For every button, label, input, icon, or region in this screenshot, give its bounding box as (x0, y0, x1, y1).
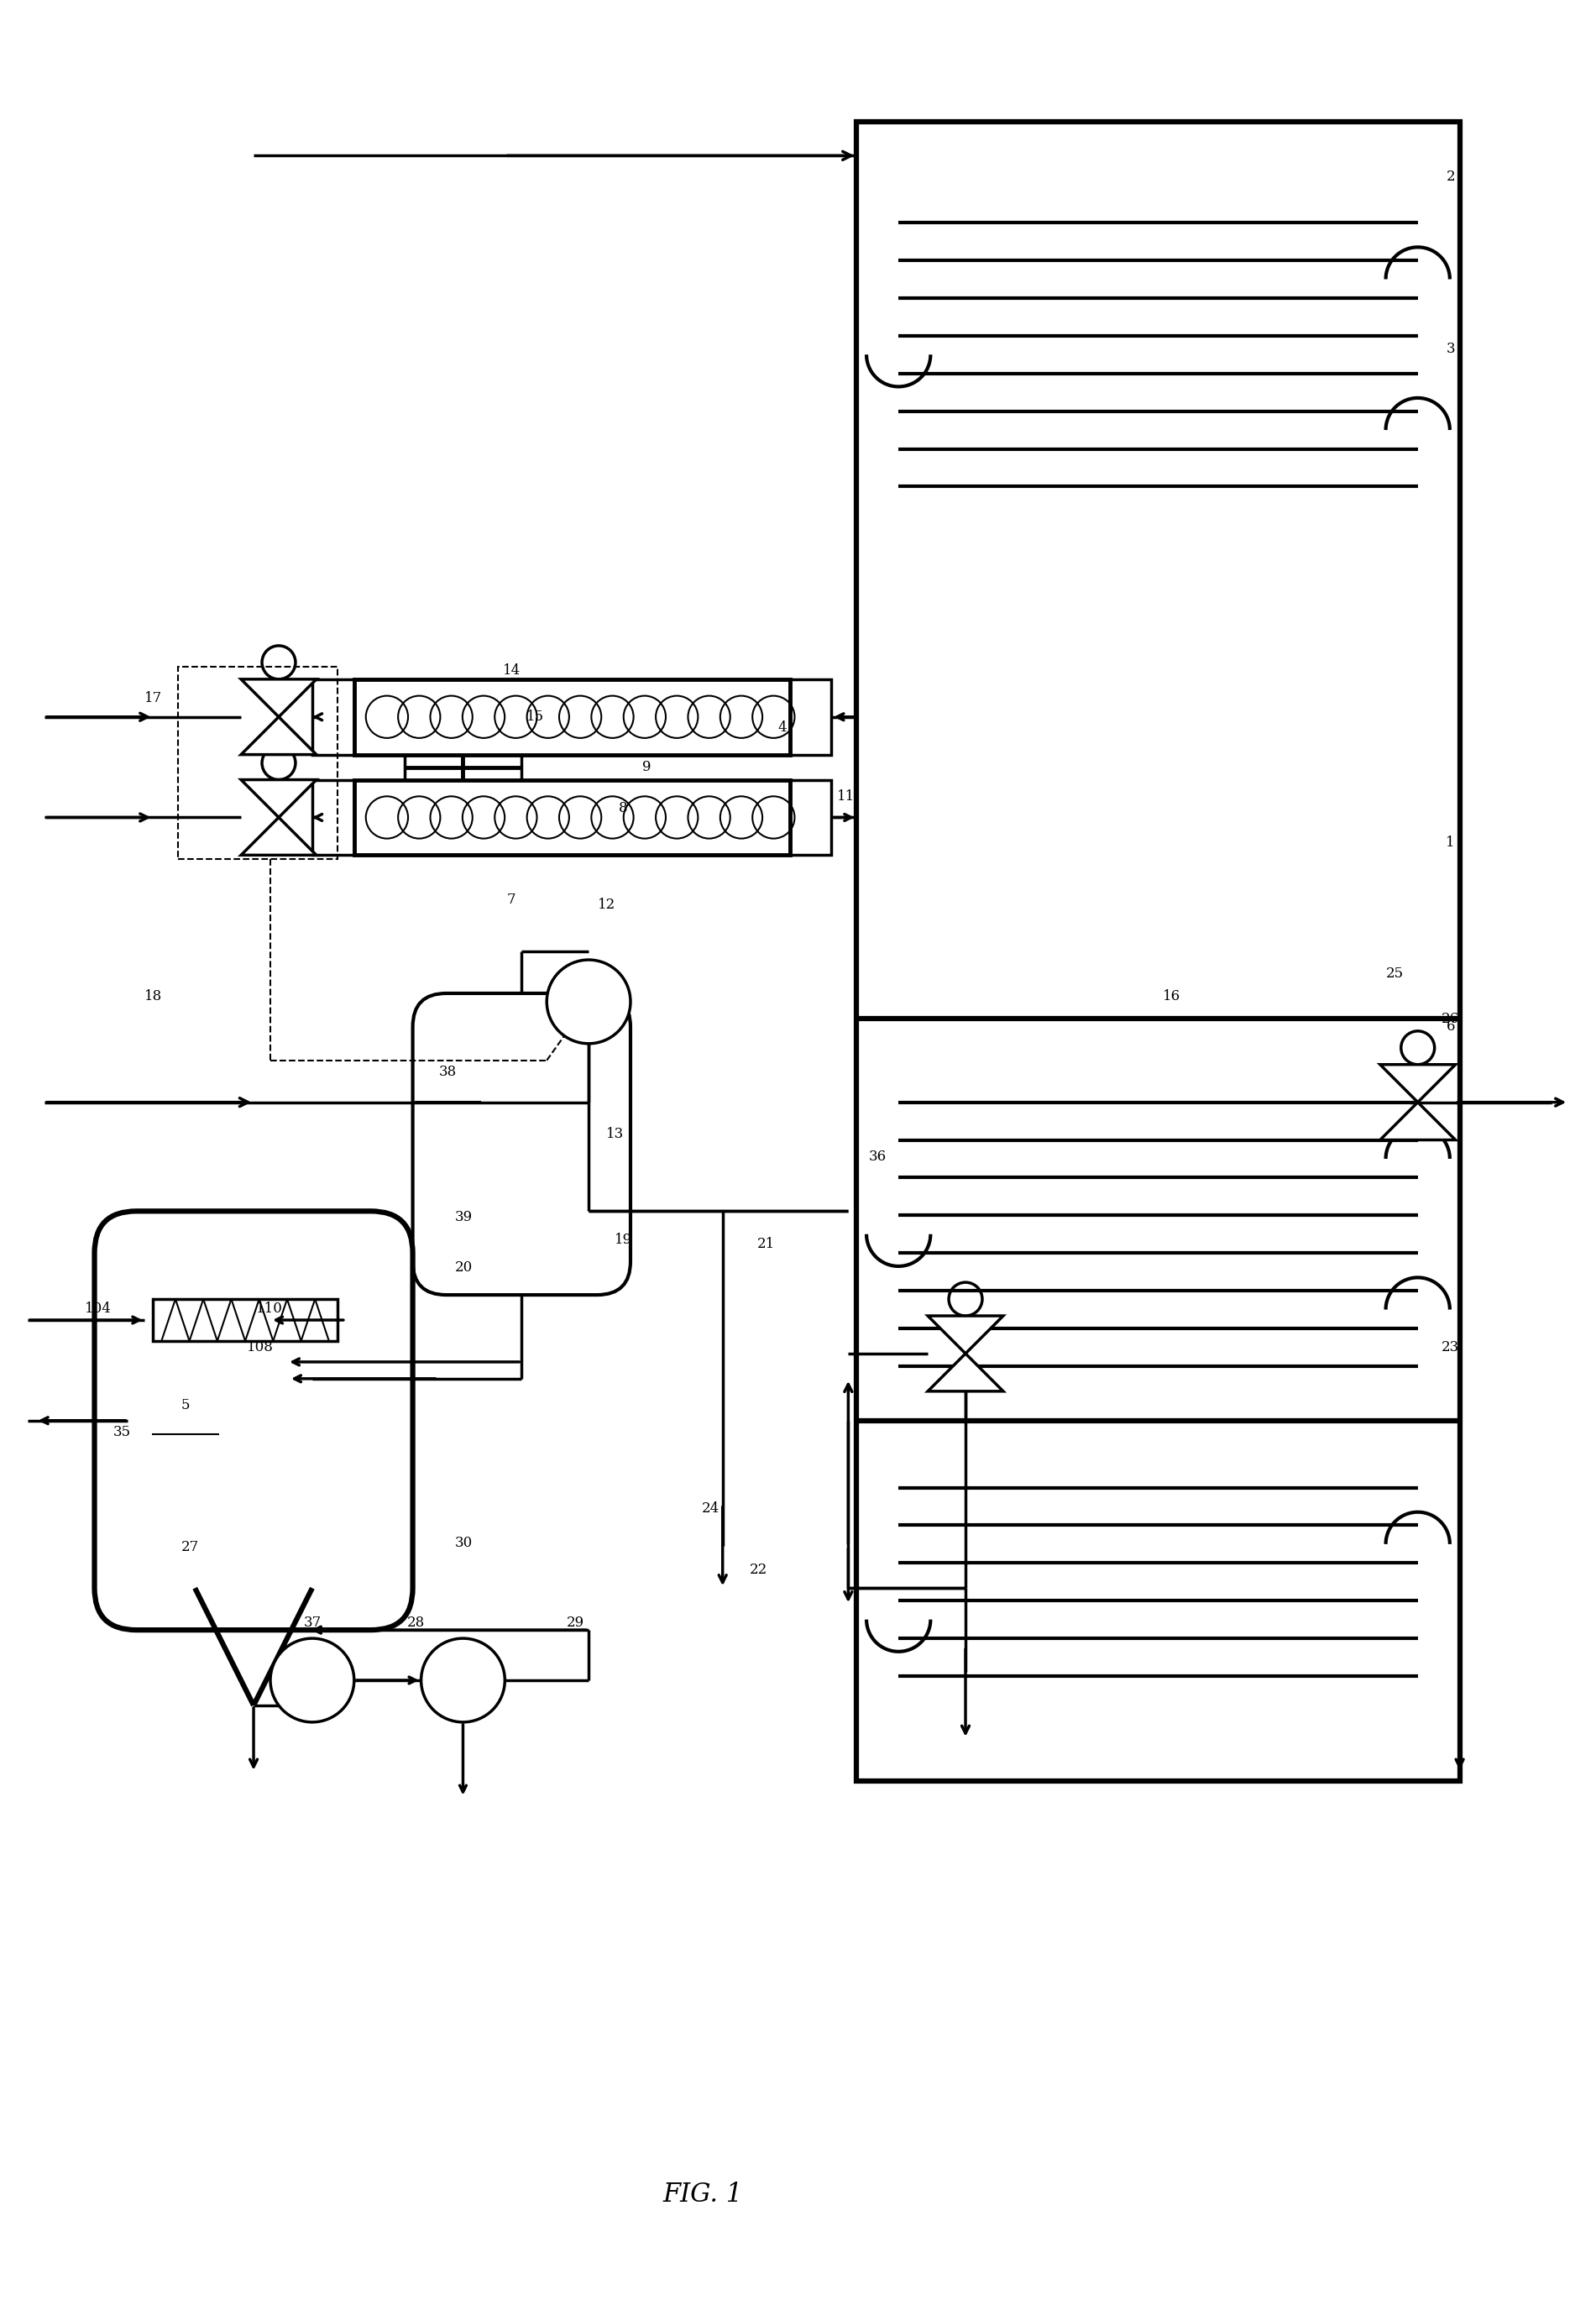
Circle shape (421, 1639, 504, 1722)
Bar (857, 122, 1460, 1782)
Text: 21: 21 (757, 1238, 776, 1252)
Text: 27: 27 (182, 1540, 200, 1554)
Text: 11: 11 (836, 791, 855, 804)
Text: 1: 1 (1446, 834, 1456, 851)
Bar (313, 680, 354, 754)
Text: 20: 20 (455, 1261, 472, 1275)
Text: 26: 26 (1441, 1012, 1459, 1026)
Bar (179, 666, 337, 860)
Circle shape (547, 959, 630, 1044)
Text: 30: 30 (455, 1535, 472, 1549)
Text: 35: 35 (113, 1424, 131, 1441)
Text: 17: 17 (145, 692, 163, 705)
Text: 19: 19 (614, 1233, 632, 1247)
Text: 18: 18 (145, 989, 163, 1003)
Polygon shape (1381, 1102, 1456, 1141)
Text: 5: 5 (180, 1397, 190, 1413)
Text: 24: 24 (702, 1501, 720, 1514)
Circle shape (262, 747, 295, 779)
Bar (354, 680, 790, 754)
Text: 13: 13 (606, 1127, 624, 1141)
Text: 36: 36 (868, 1150, 886, 1164)
Polygon shape (1381, 1065, 1456, 1102)
Text: 16: 16 (1163, 989, 1181, 1003)
Text: 4: 4 (777, 721, 787, 735)
Text: 23: 23 (1441, 1342, 1459, 1355)
Text: 7: 7 (508, 892, 516, 908)
Bar (790, 779, 832, 855)
Text: 25: 25 (1385, 966, 1403, 980)
Text: 110: 110 (257, 1302, 282, 1316)
Text: 39: 39 (455, 1210, 472, 1224)
Polygon shape (241, 717, 316, 754)
Circle shape (270, 1639, 354, 1722)
Text: 29: 29 (567, 1616, 584, 1630)
Text: 22: 22 (749, 1563, 768, 1577)
Bar (313, 779, 354, 855)
Text: 2: 2 (1446, 171, 1456, 184)
Polygon shape (927, 1316, 1004, 1353)
Text: 108: 108 (247, 1342, 273, 1355)
Circle shape (1401, 1030, 1435, 1065)
Bar (354, 779, 790, 855)
Text: 15: 15 (527, 710, 544, 724)
Circle shape (262, 645, 295, 680)
Text: 37: 37 (303, 1616, 321, 1630)
Text: 8: 8 (619, 802, 627, 816)
Text: 104: 104 (85, 1302, 112, 1316)
Bar (153, 1300, 337, 1342)
Circle shape (948, 1282, 982, 1316)
Text: 9: 9 (643, 761, 651, 774)
Text: 3: 3 (1446, 341, 1456, 357)
Bar (790, 680, 832, 754)
Text: FIG. 1: FIG. 1 (662, 2181, 742, 2208)
Text: 6: 6 (1446, 1019, 1456, 1033)
Polygon shape (927, 1353, 1004, 1392)
Polygon shape (241, 680, 316, 717)
Polygon shape (241, 818, 316, 855)
Text: 28: 28 (407, 1616, 425, 1630)
Text: 38: 38 (439, 1065, 456, 1079)
Polygon shape (241, 779, 316, 818)
Text: 14: 14 (503, 664, 520, 678)
Text: 12: 12 (598, 897, 616, 913)
